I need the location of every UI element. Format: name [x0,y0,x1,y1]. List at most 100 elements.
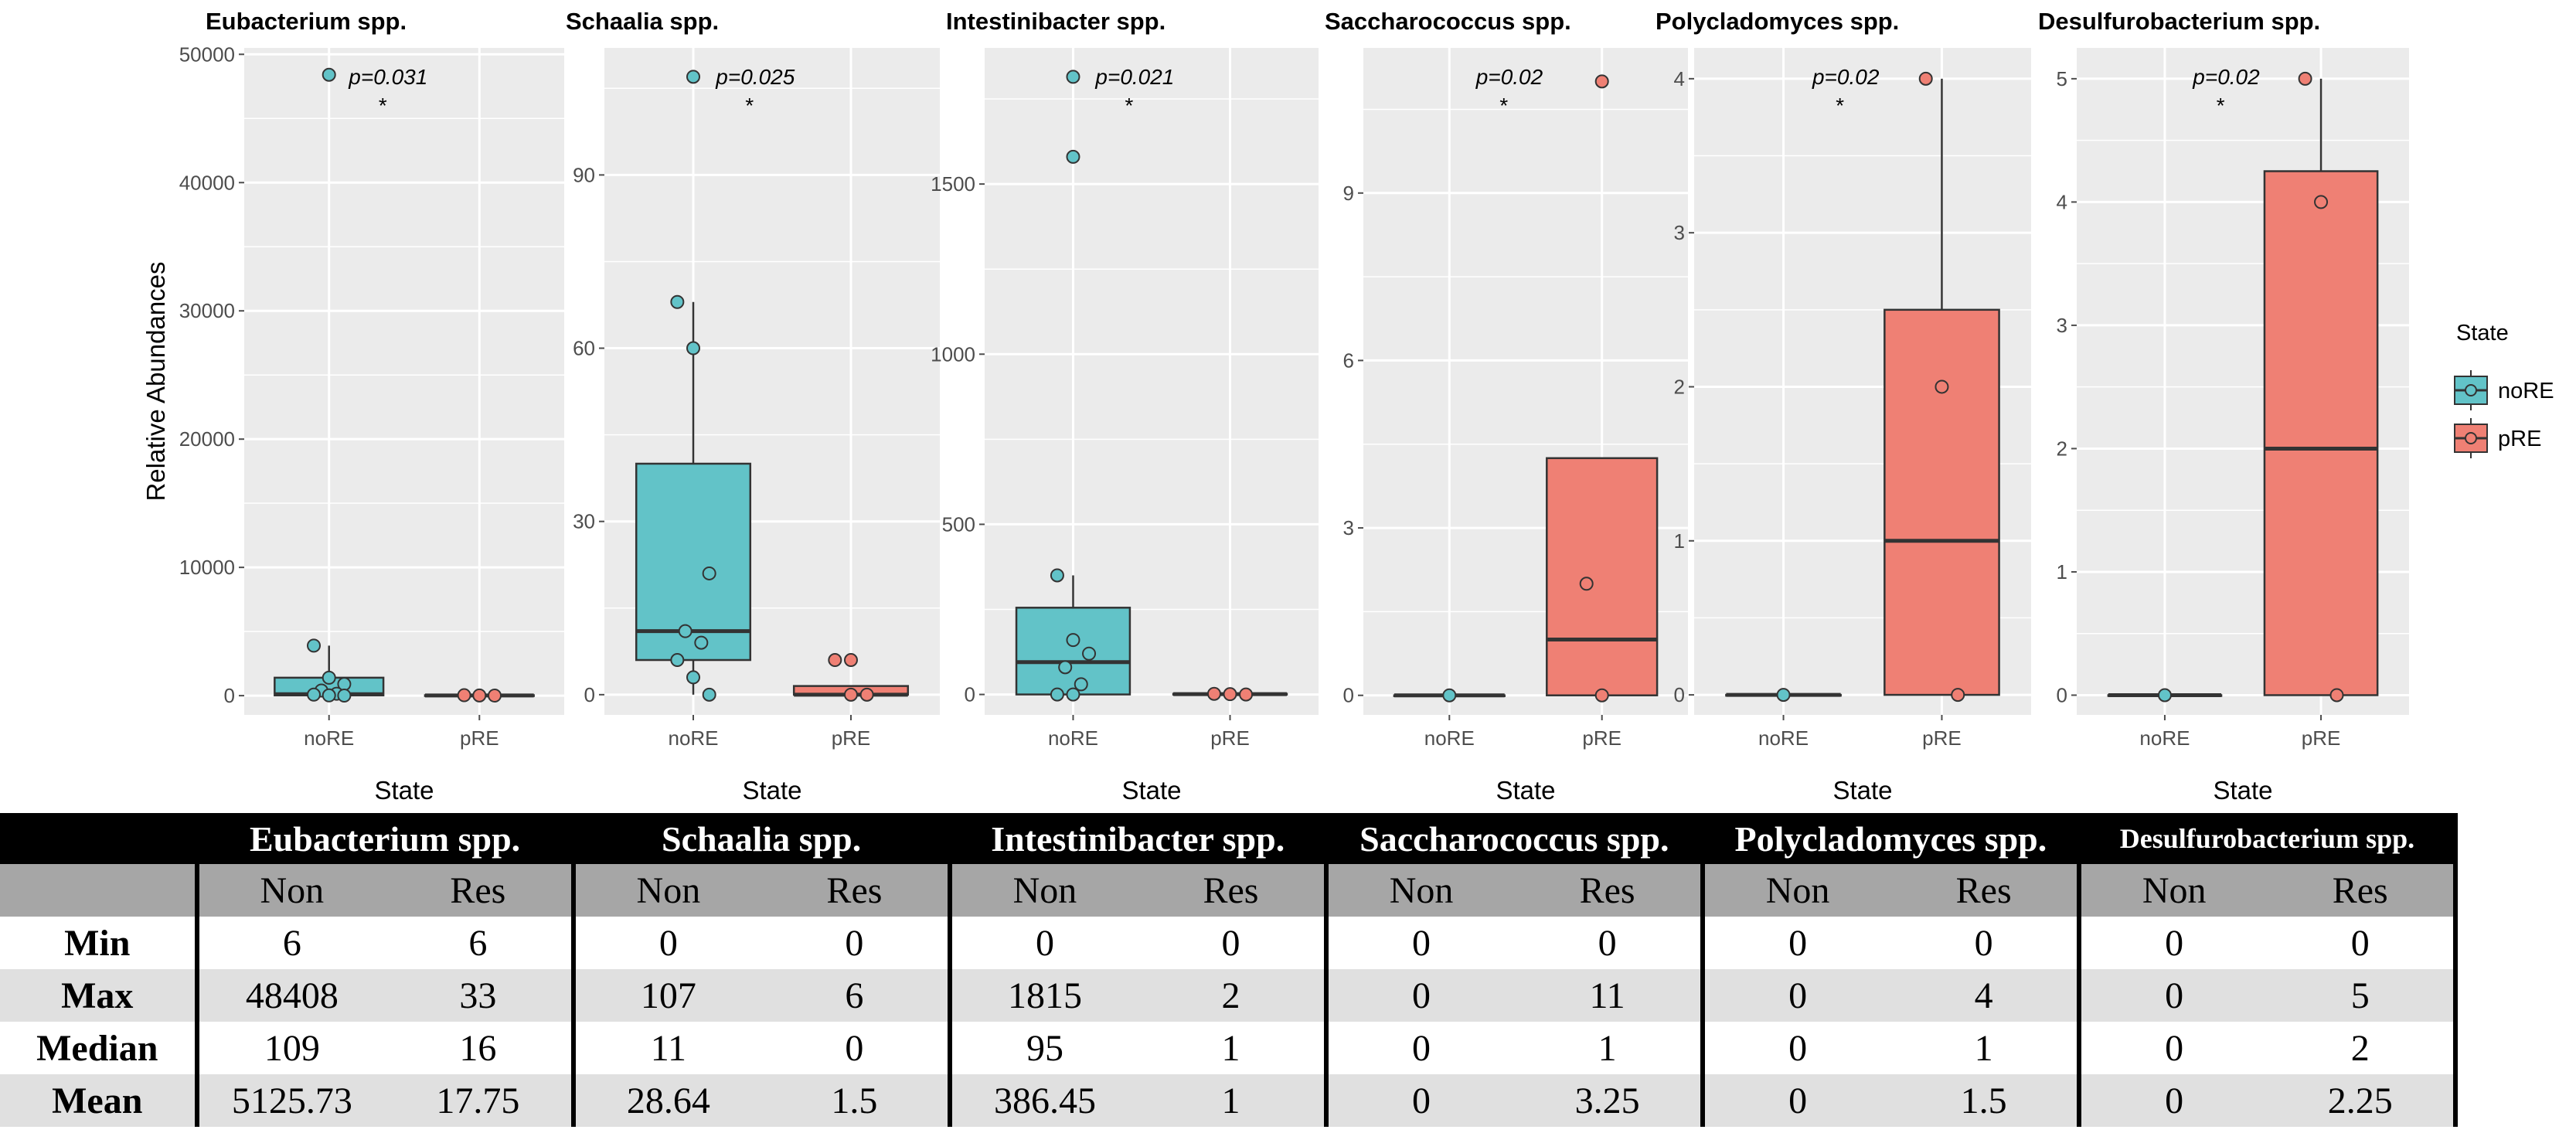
table-cell: 0 [1323,969,1515,1022]
group-header-non: Non [1700,864,1891,917]
x-tick-label: pRE [832,726,871,750]
table-cell: 2.25 [2267,1074,2455,1127]
table-cell: 0 [1323,1074,1515,1127]
data-point [670,653,685,668]
table-cell: 1.5 [1890,1074,2079,1127]
legend-title: State [2456,321,2509,345]
box-pRE [1884,308,2000,696]
data-point [843,687,858,702]
group-header-non: Non [194,864,386,917]
table-corner-cell [0,813,197,864]
table-cell: 11 [1514,969,1703,1022]
data-point [1776,688,1791,703]
x-tick-label: pRE [2302,726,2341,750]
table-cell: 0 [1323,917,1515,969]
data-point [1058,660,1073,675]
data-point [678,624,692,638]
table-row-mean: Mean 5125.73 17.75 28.64 1.5 386.45 1 0 … [0,1074,2455,1127]
x-tick-label: pRE [1210,726,1250,750]
table-cell: 0 [845,1027,864,1069]
species-header-schaalia: Schaalia spp. [570,813,950,864]
box-noRE [635,462,752,662]
table-cell: 17.75 [385,1074,573,1127]
table-cell: 0 [1700,1074,1891,1127]
group-header-res: Res [1514,864,1703,917]
outlier-point [1066,70,1080,84]
p-value-label: p=0.02 [1475,65,1543,89]
y-tick-label: 6 [1343,349,1354,372]
panel-2: 0 30 60 90 noRE pRE p=0.025 * Schaalia spp. State [566,8,940,805]
significance-star: * [2215,94,2224,117]
data-point [1579,577,1594,591]
panel-title: Saccharococcus spp. [1325,8,1571,35]
table-cell: 1 [1598,1027,1617,1069]
data-point [1442,688,1457,703]
x-tick-label: noRE [1424,726,1475,750]
y-tick-label: 30000 [179,299,235,322]
table-cell: 11 [570,1022,762,1074]
table-cell: 0 [2350,922,2370,964]
y-tick-label: 10000 [179,556,235,579]
group-header-res: Res [761,864,950,917]
x-axis-title: State [2213,776,2272,805]
group-header-non: Non [2076,864,2268,917]
y-tick-label: 3 [2057,314,2067,337]
outlier-point [686,70,701,84]
p-value-label: p=0.021 [1094,65,1174,89]
group-header-res: Res [385,864,573,917]
table-cell: 0 [1221,922,1240,964]
species-header-saccharococcus: Saccharococcus spp. [1323,813,1703,864]
table-cell: 0 [1323,1022,1515,1074]
significance-star: * [378,94,387,117]
significance-star: * [1835,94,1844,117]
group-header-non: Non [947,864,1138,917]
legend-label-noRE: noRE [2498,379,2554,403]
table-cell: 0 [1598,922,1617,964]
group-header-res: Res [2267,864,2455,917]
table-cell: 6 [468,922,488,964]
x-tick-label: noRE [304,726,354,750]
table-cell: 1 [1974,1027,1993,1069]
table-cell: 0 [2076,1074,2268,1127]
table-cell: 0 [570,917,762,969]
table-cell: 0 [1700,969,1891,1022]
p-value-label: p=0.025 [715,65,795,89]
table-cell: 1.5 [761,1074,950,1127]
y-tick-label: 1500 [931,172,975,196]
y-tick-label: 0 [584,683,595,706]
group-header-non: Non [1323,864,1515,917]
x-axis-title: State [1496,776,1555,805]
data-point [307,638,322,653]
panel-4: 0 3 6 9 noRE pRE p=0.02 * Saccharococcus spp. Sta… [1325,8,1688,805]
y-tick-label: 20000 [179,427,235,451]
table-cell: 2 [2350,1027,2370,1069]
y-tick-label: 3 [1343,516,1354,539]
x-tick-label: noRE [1758,726,1809,750]
table-cell: 28.64 [570,1074,762,1127]
row-label-max: Max [0,969,197,1022]
box-pRE [1546,457,1659,696]
data-point [1066,633,1080,648]
data-point [1074,677,1088,692]
data-point [322,688,336,703]
species-header-desulfurobacterium: Desulfurobacterium spp. [2076,813,2455,864]
panel-title: Polycladomyces spp. [1656,8,1899,35]
significance-star: * [1124,94,1133,117]
x-tick-label: noRE [668,726,718,750]
panel-title: Desulfurobacterium spp. [2038,8,2320,35]
y-tick-label: 0 [224,684,235,707]
table-cell: 107 [570,969,762,1022]
y-tick-label: 0 [1674,683,1685,706]
y-tick-label: 1 [2057,560,2067,584]
table-cell: 1815 [947,969,1138,1022]
data-point [1050,568,1064,583]
box-pRE [2263,170,2379,696]
y-tick-label: 4 [1674,67,1685,90]
group-header-non: Non [570,864,762,917]
summary-statistics-table: Eubacterium spp. Schaalia spp. Intestini… [0,813,2458,1127]
p-value-label: p=0.02 [1812,65,1880,89]
data-point [1223,687,1237,702]
legend-label-pRE: pRE [2498,427,2541,451]
outlier-point [1066,149,1080,164]
